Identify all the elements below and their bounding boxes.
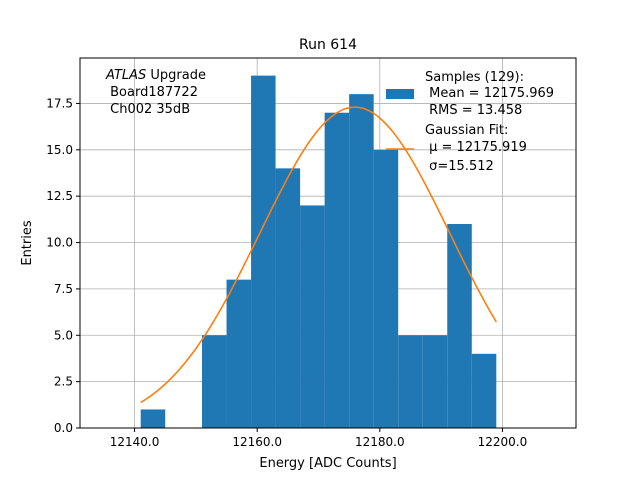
legend-fit-sigma: σ=15.512 [425,159,494,174]
upgrade-label: Upgrade [146,68,206,83]
legend-samples-mean: Mean = 12175.969 [425,86,554,101]
histogram-bar [300,205,325,428]
channel-label: Ch002 35dB [106,102,190,117]
histogram-bars [140,75,497,429]
histogram-bar [251,75,276,428]
histogram-bar [373,149,399,428]
gaussian-fit [140,106,497,404]
histogram-bar [202,335,227,428]
y-tick-label: 7.5 [54,282,73,296]
histogram-bar [226,279,252,428]
y-tick-label: 12.5 [46,189,73,203]
legend-fit-mu: μ = 12175.919 [425,140,527,155]
legend-samples-swatch [386,89,414,99]
histogram-bar [349,94,374,429]
y-axis-label: Entries [20,220,35,266]
x-tick-label: 12180.0 [355,435,405,449]
y-tick-label: 2.5 [54,375,73,389]
histogram-bar [471,353,497,428]
x-axis-ticks: 12140.0 12160.0 12180.0 12200.0 [110,428,527,449]
x-tick-label: 12200.0 [478,435,528,449]
legend-samples-rms: RMS = 13.458 [425,103,522,118]
x-tick-label: 12160.0 [232,435,282,449]
histogram-bar [275,168,301,428]
histogram-bar [324,112,350,428]
y-axis-ticks: 0.0 2.5 5.0 7.5 10.0 12.5 15.0 17.5 [46,96,80,435]
gaussian-fit-curve [140,106,497,404]
histogram-bar [398,335,423,428]
histogram-bar [447,223,472,428]
legend-fit-title: Gaussian Fit: [425,123,508,138]
x-axis-label: Energy [ADC Counts] [259,456,396,471]
legend: Samples (129): Mean = 12175.969 RMS = 13… [386,70,554,174]
y-tick-label: 0.0 [54,421,73,435]
svg-text:ATLAS Upgrade: ATLAS Upgrade [105,68,206,83]
histogram-bar [422,335,448,428]
y-tick-label: 17.5 [46,96,73,110]
legend-samples-title: Samples (129): [425,70,524,85]
y-tick-label: 10.0 [46,236,73,250]
atlas-italic-label: ATLAS [105,68,146,83]
atlas-annotation: ATLAS Upgrade Board187722 Ch002 35dB [105,68,206,117]
y-tick-label: 15.0 [46,143,73,157]
histogram-bar [140,409,166,428]
chart-title: Run 614 [299,37,357,53]
y-tick-label: 5.0 [54,328,73,342]
x-tick-label: 12140.0 [110,435,160,449]
board-label: Board187722 [106,85,198,100]
